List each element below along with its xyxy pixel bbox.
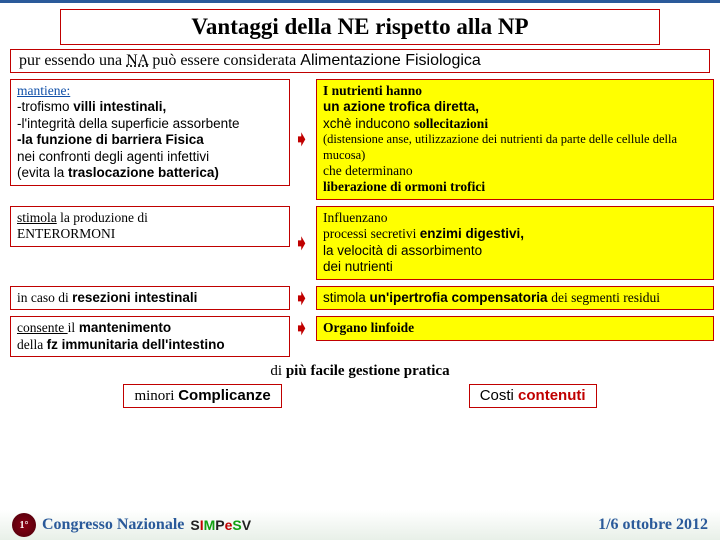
stim-l1b: la produzione di [57, 210, 148, 225]
nut-l4: (distensione anse, utilizzazione dei nut… [323, 132, 707, 163]
inf-l1: Influenzano [323, 210, 707, 226]
footer-simp: SIMPeSV [190, 517, 251, 533]
nut-l1: I nutrienti hanno [323, 83, 422, 98]
footer-date: 1/6 ottobre 2012 [598, 516, 708, 534]
con-l1a: consente [17, 320, 68, 335]
nut-l3a: xchè inducono [323, 116, 414, 131]
inf-l4: dei nutrienti [323, 259, 707, 275]
inf-l2b: enzimi digestivi, [420, 226, 524, 241]
box-organo: Organo linfoide [316, 316, 714, 340]
ip-l1c: compensatoria [451, 290, 551, 305]
res-l1b: resezioni intestinali [72, 290, 197, 305]
mantiene-l4: -la funzione di barriera Fisica [17, 132, 283, 148]
stim-l2: ENTERORMONI [17, 226, 283, 242]
title: Vantaggi della NE rispetto alla NP [191, 14, 528, 39]
subtitle-mid: può essere considerata [148, 52, 300, 69]
inf-l2a: processi secretivi [323, 226, 420, 241]
nut-l3b: sollecitazioni [414, 116, 488, 131]
res-l1a: in caso di [17, 290, 72, 305]
row4-right-wrap: Organo linfoide [294, 316, 714, 340]
bottom-section: di più facile gestione pratica minori Co… [0, 363, 720, 408]
con-l1b: il [68, 320, 76, 335]
bottom-line1b: più facile gestione pratica [282, 363, 449, 379]
stim-l1a: stimola [17, 210, 57, 225]
mantiene-l1: mantiene: [17, 83, 70, 98]
subtitle-term: NA [126, 52, 148, 69]
subtitle-box: pur essendo una NA può essere considerat… [10, 49, 710, 73]
nut-l2: un azione trofica diretta, [323, 99, 707, 115]
box-consente: consente il mantenimento della fz immuni… [10, 316, 290, 357]
row1-right-wrap: I nutrienti hanno un azione trofica dire… [294, 79, 714, 200]
inf-l3b: velocità di assorbimento [337, 243, 482, 258]
org-l1: Organo linfoide [323, 320, 414, 335]
box-nutrienti: I nutrienti hanno un azione trofica dire… [316, 79, 714, 200]
con-l1c: mantenimento [75, 320, 171, 335]
subtitle-pre: pur essendo una [19, 52, 126, 69]
mantiene-l3: -l'integrità della superficie assorbente [17, 116, 283, 132]
b1a: minori [134, 388, 178, 404]
logo-icon: 1° [12, 513, 36, 537]
bottom-line1a: di [270, 363, 282, 379]
arrow-icon [294, 234, 312, 252]
b2b: contenuti [518, 387, 586, 404]
ord: 1° [20, 520, 29, 531]
box-influenzano: Influenzano processi secretivi enzimi di… [316, 206, 714, 280]
mantiene-l2b: villi intestinali, [73, 99, 166, 114]
ip-l1d: dei segmenti residui [551, 290, 660, 305]
content-grid: mantiene: -trofismo villi intestinali, -… [0, 79, 720, 357]
row3-right-wrap: stimola un'ipertrofia compensatoria dei … [294, 286, 714, 310]
mantiene-l6a: (evita la [17, 165, 68, 180]
arrow-icon [294, 319, 312, 337]
inf-l3a: la [323, 243, 337, 258]
b1b: Complicanze [178, 387, 271, 404]
bottom-box-complicanze: minori Complicanze [123, 384, 281, 408]
box-ipertrofia: stimola un'ipertrofia compensatoria dei … [316, 286, 714, 310]
con-l2a: della [17, 337, 47, 352]
ip-l1a: stimola [323, 290, 370, 305]
box-stimola: stimola la produzione di ENTERORMONI [10, 206, 290, 247]
mantiene-l6b: traslocazione batterica) [68, 165, 219, 180]
footer-congress: Congresso Nazionale [42, 516, 184, 534]
top-accent-line [0, 0, 720, 3]
box-mantiene: mantiene: -trofismo villi intestinali, -… [10, 79, 290, 186]
footer: 1° Congresso Nazionale SIMPeSV 1/6 ottob… [0, 510, 720, 540]
subtitle-post: Alimentazione Fisiologica [300, 52, 481, 69]
bottom-box-costi: Costi contenuti [469, 384, 597, 408]
arrow-icon [294, 289, 312, 307]
con-l2b: fz immunitaria dell'intestino [47, 337, 225, 352]
title-box: Vantaggi della NE rispetto alla NP [60, 9, 660, 45]
ip-l1b: un'ipertrofia [370, 290, 452, 305]
nut-l6: liberazione di ormoni trofici [323, 179, 707, 195]
footer-left: 1° Congresso Nazionale SIMPeSV [12, 513, 251, 537]
mantiene-l5: nei confronti degli agenti infettivi [17, 149, 283, 165]
arrow-icon [294, 130, 312, 148]
nut-l5: che determinano [323, 163, 707, 179]
box-resezioni: in caso di resezioni intestinali [10, 286, 290, 310]
row2-right-wrap: Influenzano processi secretivi enzimi di… [294, 206, 714, 280]
mantiene-l2a: -trofismo [17, 99, 73, 114]
b2a: Costi [480, 387, 518, 404]
